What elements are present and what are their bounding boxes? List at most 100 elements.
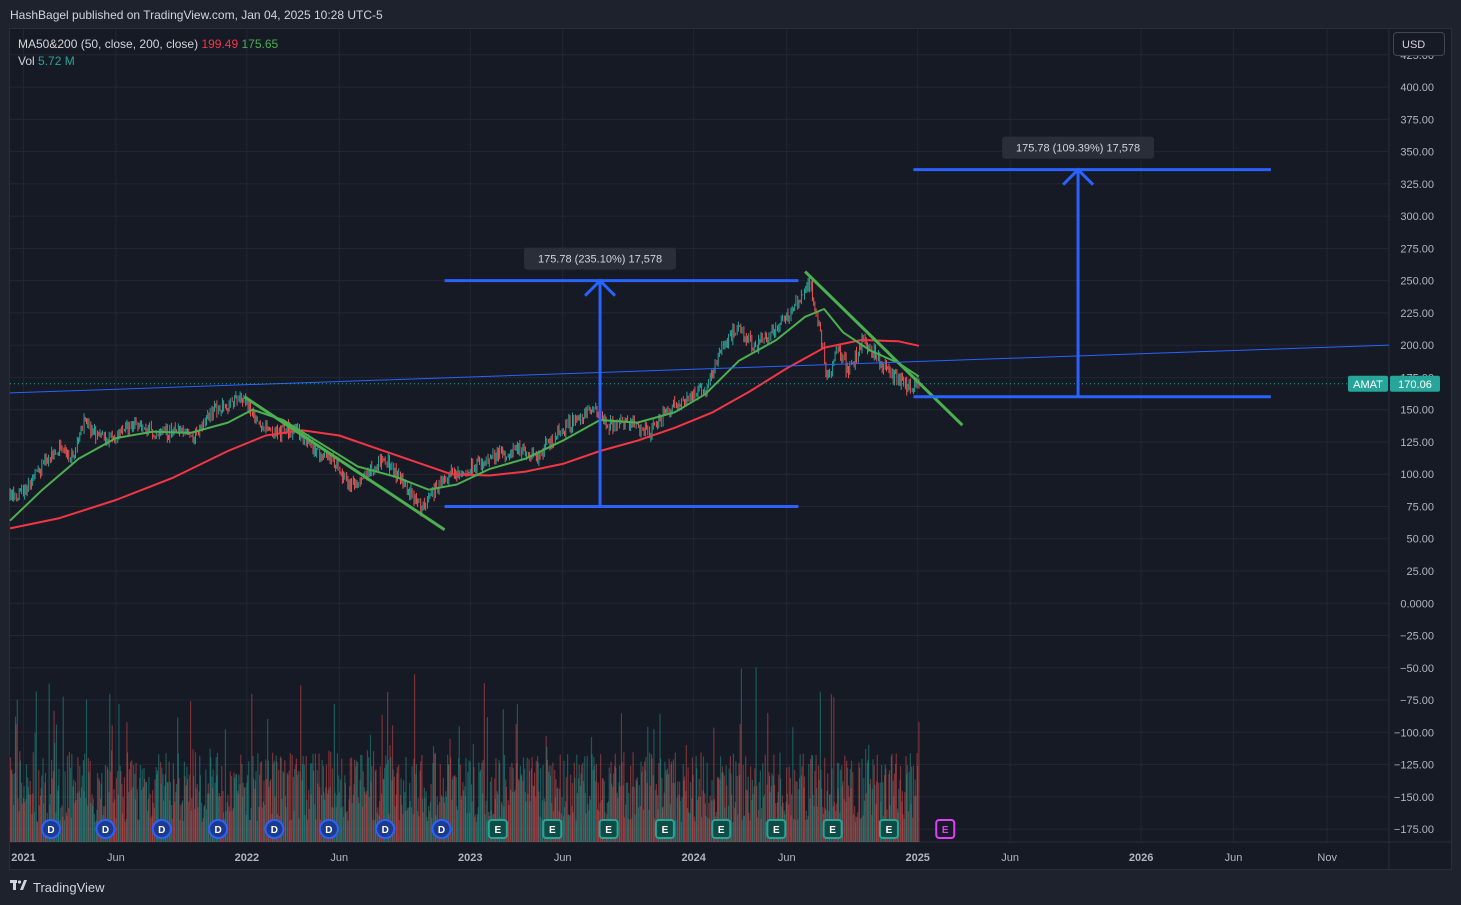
- volume-bar: [458, 726, 460, 842]
- ma50-value: 199.49: [201, 37, 239, 51]
- vol-legend-row[interactable]: Vol 5.72 M: [18, 53, 278, 70]
- earnings-icon-label: E: [829, 825, 836, 836]
- volume-bar: [358, 803, 360, 842]
- volume-bar: [30, 794, 32, 842]
- earnings-icon: [766, 819, 787, 839]
- volume-bar: [53, 710, 55, 842]
- y-tick-label: 250.00: [1400, 276, 1434, 288]
- volume-bar: [799, 754, 801, 842]
- volume-bar: [705, 816, 707, 842]
- volume-bar: [138, 820, 140, 842]
- volume-bar: [612, 786, 614, 842]
- volume-bar: [679, 800, 681, 842]
- y-tick-label: 400.00: [1400, 82, 1434, 94]
- volume-bar: [743, 815, 746, 842]
- volume-bar: [674, 752, 676, 842]
- volume-bar: [117, 771, 119, 842]
- volume-bar: [330, 751, 332, 842]
- volume-bar: [366, 790, 368, 842]
- volume-bar: [916, 753, 918, 842]
- symbol-tag: [1348, 375, 1388, 392]
- volume-bar: [861, 758, 863, 842]
- volume-bar: [172, 763, 175, 842]
- volume-bar: [858, 767, 861, 842]
- volume-bar: [653, 818, 656, 842]
- volume-bar: [111, 725, 113, 842]
- tradingview-brand[interactable]: TradingView: [33, 880, 105, 895]
- volume-bar: [458, 757, 460, 842]
- volume-bar: [728, 768, 730, 842]
- volume-bar: [858, 762, 860, 842]
- volume-bar: [320, 795, 323, 842]
- volume-bar: [585, 812, 587, 842]
- volume-bar: [869, 779, 872, 842]
- volume-bar: [409, 800, 411, 842]
- volume-bar: [254, 788, 256, 842]
- y-tick-label: 100.00: [1400, 469, 1434, 481]
- volume-bar: [735, 761, 737, 842]
- currency-button[interactable]: USD: [1393, 32, 1445, 56]
- volume-bar: [768, 775, 771, 842]
- volume-bar: [399, 794, 402, 842]
- dividend-icon-label: D: [271, 825, 278, 836]
- volume-bar: [229, 812, 231, 842]
- volume-bar: [779, 752, 781, 842]
- volume-bar: [836, 762, 839, 842]
- volume-bar: [445, 796, 447, 842]
- volume-bar: [572, 812, 574, 842]
- volume-bar: [539, 816, 541, 842]
- volume-bar: [730, 773, 732, 842]
- volume-bar: [770, 786, 773, 842]
- volume-bar: [198, 791, 200, 842]
- volume-bar: [77, 757, 79, 842]
- volume-bar: [619, 765, 621, 842]
- volume-bar: [150, 818, 152, 842]
- volume-bar: [753, 786, 755, 842]
- volume-bar: [456, 809, 459, 842]
- volume-bar: [114, 799, 116, 842]
- volume-bar: [660, 758, 662, 842]
- volume-bar: [914, 795, 916, 842]
- volume-bar: [284, 760, 286, 842]
- x-tick-label: Jun: [1001, 852, 1019, 864]
- volume-bar: [849, 769, 851, 842]
- volume-bar: [379, 766, 381, 842]
- volume-bar: [92, 805, 94, 842]
- volume-bar: [109, 693, 111, 842]
- volume-bar: [61, 805, 63, 842]
- volume-bar: [396, 773, 398, 842]
- volume-bar: [182, 820, 184, 842]
- volume-bar: [526, 757, 528, 842]
- volume-bar: [685, 791, 687, 842]
- volume-bar: [612, 773, 615, 842]
- volume-bar: [698, 778, 700, 842]
- volume-bar: [309, 763, 312, 842]
- volume-bar: [409, 783, 411, 842]
- volume-bar: [41, 775, 43, 842]
- volume-bar: [546, 746, 548, 842]
- volume-bar: [667, 774, 670, 842]
- volume-bar: [505, 786, 507, 842]
- volume-bar: [537, 762, 539, 842]
- volume-bar: [552, 762, 554, 842]
- volume-bar: [311, 763, 313, 842]
- y-tick-label: 50.00: [1406, 534, 1434, 546]
- volume-bar: [10, 757, 12, 842]
- volume-bar: [576, 754, 578, 842]
- volume-bar: [237, 793, 239, 842]
- volume-bar: [670, 764, 672, 842]
- volume-bar: [839, 769, 842, 842]
- volume-bar: [918, 721, 920, 842]
- volume-bar: [841, 765, 843, 842]
- volume-bar: [371, 766, 373, 842]
- volume-bar: [549, 775, 552, 842]
- volume-bar: [893, 773, 896, 842]
- volume-bar: [162, 774, 164, 842]
- volume-bar: [194, 809, 196, 842]
- volume-bar: [84, 753, 86, 842]
- volume-bar: [562, 816, 564, 842]
- volume-bar: [767, 712, 769, 842]
- ma-legend-row[interactable]: MA50&200 (50, close, 200, close) 199.49 …: [18, 36, 278, 53]
- volume-bar: [681, 797, 683, 842]
